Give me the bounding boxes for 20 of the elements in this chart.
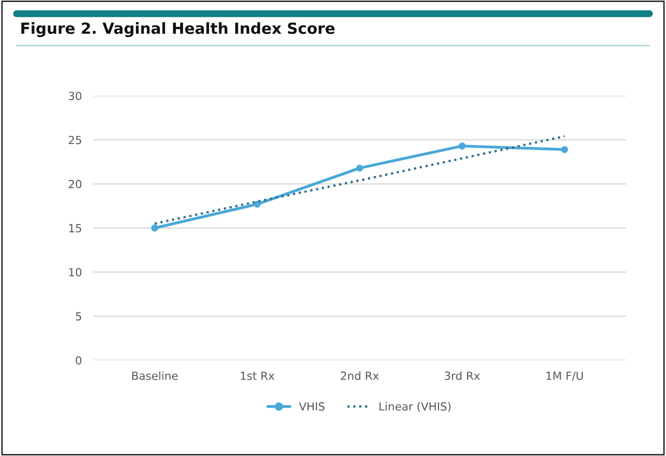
y-tick-label: 20 — [68, 180, 82, 188]
point — [356, 164, 364, 172]
x-tick-label: Baseline — [132, 371, 178, 380]
chart-title: Figure 2. Vaginal Health Index Score — [21, 22, 335, 38]
point — [151, 224, 158, 232]
x-tick-label: 1M F/U — [546, 372, 583, 381]
x-tick-label: 2nd Rx — [340, 371, 379, 380]
point — [254, 200, 261, 208]
x-tick-label: 1st Rx — [240, 372, 274, 380]
point — [458, 142, 466, 150]
x-tick-label: 3rd Rx — [444, 371, 480, 380]
y-tick-label: 10 — [69, 268, 82, 276]
point — [561, 146, 568, 154]
y-tick-label: 15 — [69, 224, 82, 232]
y-tick-label: 30 — [68, 92, 82, 100]
y-tick-label: 5 — [76, 312, 82, 321]
y-tick-label: 0 — [76, 356, 82, 365]
legend-label: VHIS — [298, 402, 325, 411]
y-tick-label: 25 — [68, 136, 82, 144]
legend-label: Linear (VHIS) — [380, 402, 451, 412]
